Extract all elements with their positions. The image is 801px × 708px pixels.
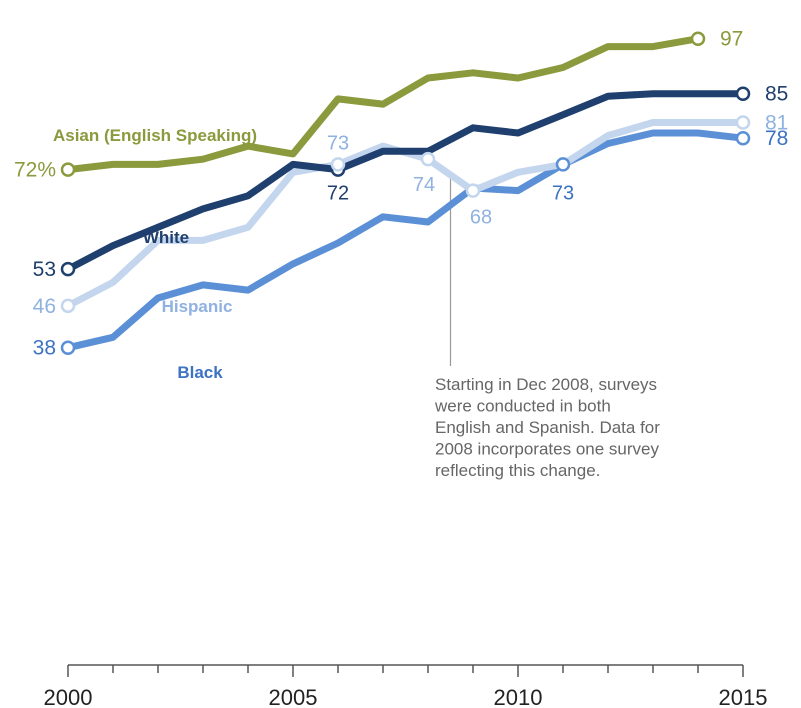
point-label-white-2006: 72 [327,183,349,205]
x-tick-label-2005: 2005 [269,685,318,708]
series-line-asian-english-speaking [64,35,702,174]
annotation-text-line: reflecting this change. [435,461,600,480]
x-tick-label-2015: 2015 [719,685,768,708]
end-marker-hispanic [735,115,751,130]
point-marker-hispanic-2006 [330,157,346,172]
end-label-hispanic: 81 [765,112,788,135]
data-labels: 72% 97 Asian (English Speaking) 53 85 72 White… [14,28,788,382]
point-marker-hispanic-2009 [465,183,481,198]
point-label-hispanic-2009: 68 [470,207,492,229]
series-name-asian-english-speaking: Asian (English Speaking) [53,126,257,145]
annotation-text-line: English and Spanish. Data for [435,418,660,437]
series-lines [64,35,747,352]
start-marker-asian-english-speaking [60,162,76,177]
annotation: Starting in Dec 2008, surveys were conduc… [434,174,660,480]
annotation-text-line: Starting in Dec 2008, surveys [435,375,657,394]
start-marker-hispanic [60,298,76,314]
start-label-white: 53 [33,258,56,281]
end-marker-black [735,130,751,146]
point-marker-black-2011 [555,157,571,172]
annotation-text-line: 2008 incorporates one survey [435,440,659,459]
start-marker-black [60,340,76,355]
end-marker-asian-english-speaking [690,31,706,46]
x-tick-label-2000: 2000 [44,685,93,708]
point-label-black-2011: 73 [552,182,574,204]
start-label-black: 38 [33,337,56,360]
point-marker-hispanic-2008 [420,151,436,167]
start-label-hispanic: 46 [33,295,56,318]
start-marker-white [60,261,76,277]
series-name-hispanic: Hispanic [162,297,233,316]
series-name-white: White [143,228,189,247]
series-name-black: Black [177,363,223,382]
end-marker-white [735,86,751,101]
series-line-black [64,129,747,352]
point-label-hispanic-2008: 74 [413,174,435,196]
start-label-asian-english-speaking: 72% [14,159,56,182]
end-label-black: 78 [765,127,788,150]
point-label-hispanic-2006: 73 [327,132,349,154]
annotation-text-line: were conducted in both [434,397,611,416]
series-line-white [64,90,747,273]
end-label-asian-english-speaking: 97 [720,28,743,51]
x-axis: 2000 2005 2010 2015 [44,664,768,708]
end-label-white: 85 [765,83,788,106]
x-tick-label-2010: 2010 [494,685,543,708]
